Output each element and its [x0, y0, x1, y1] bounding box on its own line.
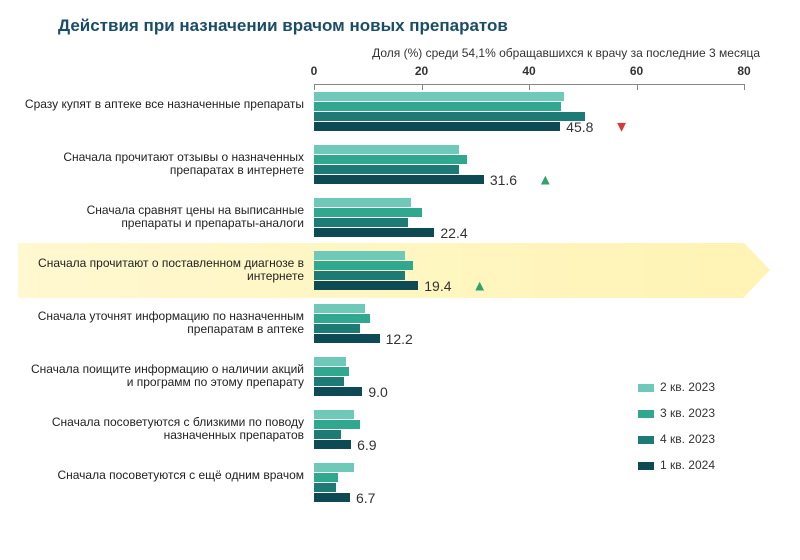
bar [314, 357, 346, 366]
bar [314, 271, 405, 280]
category-label: Сначала посоветуются с ещё одним врачом [24, 469, 304, 483]
value-label: 45.8 [566, 119, 593, 135]
legend-label: 4 кв. 2023 [660, 432, 715, 446]
bar [314, 92, 564, 101]
x-tick-label: 20 [415, 64, 428, 78]
bar [314, 155, 467, 164]
trend-down-icon: ▼ [614, 118, 629, 135]
legend-label: 1 кв. 2024 [660, 458, 715, 472]
legend-label: 2 кв. 2023 [660, 380, 715, 394]
value-label: 19.4 [424, 278, 451, 294]
category-label: Сначала сравнят цены на выписанные препа… [24, 204, 304, 232]
bar [314, 261, 413, 270]
chart-subtitle: Доля (%) среди 54,1% обращавшихся к врач… [10, 46, 760, 60]
bar [314, 387, 362, 396]
x-tick [314, 84, 315, 90]
bar [314, 175, 484, 184]
x-tick [422, 84, 423, 90]
bar [314, 420, 360, 429]
category-label: Сначала уточнят информацию по назначенны… [24, 310, 304, 338]
bar [314, 218, 408, 227]
value-label: 12.2 [386, 331, 413, 347]
legend-swatch [638, 410, 654, 418]
category-label: Сначала прочитают отзывы о назначенных п… [24, 151, 304, 179]
grouped-bar-chart: 0 20 40 60 80 Сразу купят в аптеке все назнач… [18, 64, 778, 544]
bar [314, 314, 370, 323]
bar [314, 377, 344, 386]
bar [314, 430, 341, 439]
bar [314, 122, 560, 131]
category-label: Сначала поищите информацию о наличии акц… [24, 363, 304, 391]
bar [314, 473, 338, 482]
bar [314, 112, 585, 121]
legend-item: 4 кв. 2023 [638, 432, 715, 446]
legend-item: 1 кв. 2024 [638, 458, 715, 472]
value-label: 6.9 [357, 437, 376, 453]
chart-title: Действия при назначении врачом новых пре… [58, 16, 780, 36]
x-tick-label: 0 [311, 64, 318, 78]
bar [314, 198, 411, 207]
trend-up-icon: ▲ [472, 277, 487, 294]
bar [314, 165, 459, 174]
bar [314, 493, 350, 502]
bar [314, 102, 561, 111]
bar [314, 304, 365, 313]
bar [314, 410, 354, 419]
category-label: Сначала прочитают о поставленном диагноз… [24, 257, 304, 285]
legend-item: 2 кв. 2023 [638, 380, 715, 394]
value-label: 6.7 [356, 490, 375, 506]
bar [314, 228, 434, 237]
legend-item: 3 кв. 2023 [638, 406, 715, 420]
legend-swatch [638, 462, 654, 470]
bar [314, 145, 459, 154]
legend: 2 кв. 2023 3 кв. 2023 4 кв. 2023 1 кв. 2024 [638, 380, 715, 484]
legend-label: 3 кв. 2023 [660, 406, 715, 420]
bar [314, 483, 336, 492]
legend-swatch [638, 436, 654, 444]
bar [314, 208, 422, 217]
value-label: 31.6 [490, 172, 517, 188]
value-label: 22.4 [440, 225, 467, 241]
legend-swatch [638, 384, 654, 392]
value-label: 9.0 [368, 384, 387, 400]
x-tick [744, 84, 745, 90]
x-tick [529, 84, 530, 90]
bar [314, 463, 354, 472]
bar [314, 281, 418, 290]
bar [314, 324, 360, 333]
bar [314, 334, 380, 343]
bar [314, 367, 349, 376]
trend-up-icon: ▲ [538, 171, 553, 188]
bar [314, 251, 405, 260]
category-label: Сразу купят в аптеке все назначенные пре… [24, 98, 304, 112]
x-tick-label: 40 [522, 64, 535, 78]
x-tick [637, 84, 638, 90]
x-tick-label: 60 [630, 64, 643, 78]
category-label: Сначала посоветуются с близкими по повод… [24, 416, 304, 444]
bar [314, 440, 351, 449]
x-tick-label: 80 [737, 64, 750, 78]
